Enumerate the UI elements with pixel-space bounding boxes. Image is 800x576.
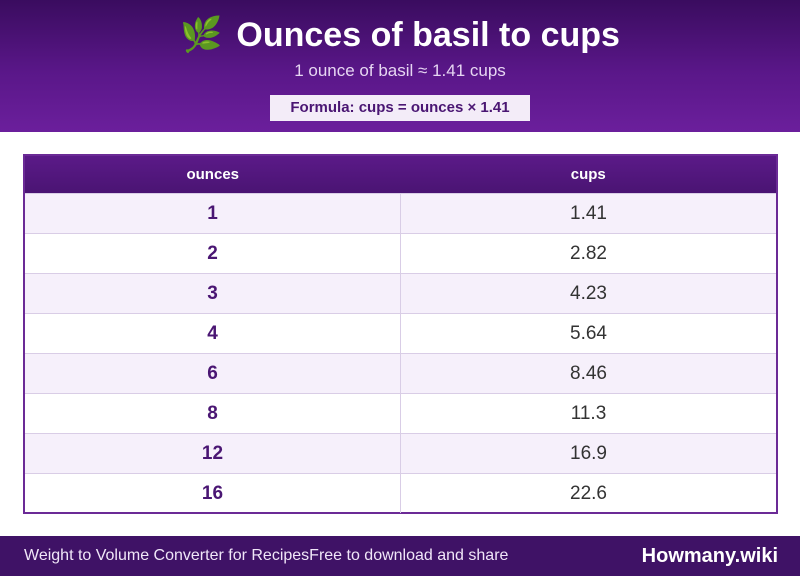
header: 🌿 Ounces of basil to cups 1 ounce of bas…	[0, 0, 800, 132]
ounces-cell: 2	[25, 234, 401, 273]
footer-left-text: Weight to Volume Converter for Recipes	[24, 547, 310, 564]
ounces-cell: 8	[25, 394, 401, 433]
cups-cell: 2.82	[570, 243, 607, 264]
footer-middle-text: Free to download and share	[309, 547, 509, 564]
footer-text: Weight to Volume Converter for RecipesFr…	[24, 536, 508, 576]
ounces-cell: 16	[25, 474, 401, 513]
table-row: 2 2.82	[25, 233, 776, 273]
cups-cell: 5.64	[570, 323, 607, 344]
table-row: 6 8.46	[25, 353, 776, 393]
cups-cell: 1.41	[570, 203, 607, 224]
table-row: 12 16.9	[25, 433, 776, 473]
table-row: 16 22.6	[25, 473, 776, 513]
table-header: ounces cups	[25, 156, 776, 193]
ounces-cell: 12	[25, 434, 401, 473]
footer: Weight to Volume Converter for RecipesFr…	[0, 536, 800, 576]
leaf-icon: 🌿	[180, 16, 223, 54]
table-row: 3 4.23	[25, 273, 776, 313]
column-header-cups: cups	[570, 166, 606, 183]
ounces-cell: 6	[25, 354, 401, 393]
page-title: 🌿 Ounces of basil to cups	[0, 14, 800, 56]
table-row: 4 5.64	[25, 313, 776, 353]
table-row: 1 1.41	[25, 193, 776, 233]
cups-cell: 8.46	[570, 363, 607, 384]
cups-cell: 11.3	[570, 403, 607, 424]
column-header-ounces: ounces	[186, 166, 239, 183]
title-text: Ounces of basil to cups	[236, 15, 620, 54]
table-row: 8 11.3	[25, 393, 776, 433]
cups-cell: 4.23	[570, 283, 607, 304]
cups-cell: 22.6	[570, 483, 607, 504]
subtitle: 1 ounce of basil ≈ 1.41 cups	[294, 61, 506, 80]
cups-cell: 16.9	[570, 443, 607, 464]
ounces-cell: 4	[25, 314, 401, 353]
brand-logo[interactable]: Howmany.wiki	[641, 545, 778, 567]
ounces-cell: 1	[25, 194, 401, 233]
conversion-table: ounces cups 1 1.41 2 2.82 3 4.23 4 5.64 …	[23, 154, 778, 514]
formula-box: Formula: cups = ounces × 1.41	[270, 95, 530, 121]
ounces-cell: 3	[25, 274, 401, 313]
table-body: 1 1.41 2 2.82 3 4.23 4 5.64 6 8.46 8 11.…	[25, 193, 776, 513]
